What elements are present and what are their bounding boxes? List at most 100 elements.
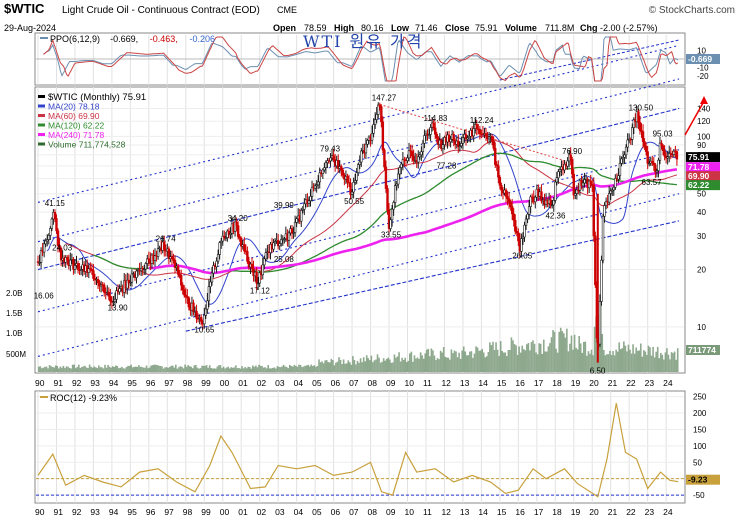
price-bar-body — [497, 165, 500, 178]
price-bar-body — [526, 213, 529, 220]
volume-bar — [145, 365, 148, 372]
ppo-last-tag: -0.669 — [688, 54, 712, 64]
price-bar-body — [558, 169, 562, 172]
volume-bar — [305, 365, 308, 372]
price-bar-body — [641, 131, 645, 142]
volume-bar — [238, 368, 240, 372]
price-annotation: 42.36 — [545, 211, 566, 220]
volume-bar — [335, 362, 337, 372]
price-bar-body — [604, 201, 608, 206]
volume-bar — [469, 351, 471, 372]
volume-bar — [176, 368, 179, 372]
x-tick-label: 91 — [53, 507, 63, 517]
volume-bar — [513, 344, 516, 372]
price-annotation: 95.03 — [653, 130, 674, 139]
volume-bar — [110, 367, 112, 372]
volume-bar — [546, 351, 548, 372]
price-annotation: 50.55 — [344, 197, 365, 206]
volume-bar — [390, 362, 393, 372]
x-tick-label: 12 — [441, 378, 451, 388]
price-legend-item: MA(120) 62.22 — [48, 121, 104, 131]
volume-bar — [62, 365, 65, 372]
price-bar-body — [464, 134, 468, 140]
roc-axis-tick: 200 — [693, 409, 707, 418]
price-bar-body — [233, 221, 237, 232]
volume-bar — [459, 358, 462, 372]
volume-bar — [510, 337, 513, 372]
price-bar-body — [98, 282, 101, 287]
volume-bar — [171, 365, 174, 372]
volume-bar — [267, 364, 269, 372]
volume-bar — [302, 366, 305, 372]
volume-bar — [119, 367, 122, 372]
volume-bar — [530, 342, 533, 372]
volume-bar — [484, 357, 487, 372]
volume-bar — [144, 367, 146, 372]
volume-bar — [586, 355, 588, 372]
price-bar-body — [527, 206, 531, 215]
volume-bar — [638, 350, 641, 372]
price-bar-body — [392, 202, 395, 210]
volume-bar — [595, 316, 597, 372]
volume-bar — [168, 367, 171, 372]
roc-axis-tick: 50 — [693, 458, 702, 467]
volume-bar — [490, 345, 493, 372]
x-tick-label: 10 — [404, 507, 414, 517]
price-bar-body — [172, 258, 175, 261]
price-bar-body — [146, 258, 149, 264]
volume-bar — [579, 343, 582, 372]
price-bar-body — [598, 301, 602, 345]
price-bar-body — [484, 133, 488, 137]
price-annotation: 33.55 — [381, 231, 402, 240]
volume-axis-tick: 1.5B — [6, 309, 22, 318]
price-bar-body — [340, 166, 343, 171]
high-value: 80.16 — [361, 23, 384, 33]
ppo-axis-tick: -20 — [697, 72, 709, 81]
price-bar-body — [39, 250, 43, 263]
price-bar-body — [621, 157, 625, 160]
volume-bar — [392, 362, 394, 372]
exchange-label: CME — [277, 5, 297, 15]
low-value: 71.46 — [415, 23, 438, 33]
ma-last-tag: 69.90 — [688, 171, 710, 181]
volume-bar — [76, 366, 79, 372]
volume-bar — [264, 367, 266, 372]
price-bar-body — [153, 255, 157, 261]
price-bar-body — [290, 228, 294, 234]
price-bar-body — [487, 136, 491, 140]
volume-bar — [259, 365, 262, 372]
volume-bar — [442, 347, 445, 372]
price-bar-body — [210, 272, 214, 283]
volume-bar — [501, 350, 504, 372]
close-value: 75.91 — [475, 23, 498, 33]
price-bars — [36, 102, 679, 363]
volume-bar — [519, 352, 522, 372]
x-tick-label: 19 — [571, 378, 581, 388]
volume-bar — [493, 349, 496, 372]
volume-bar — [673, 351, 676, 372]
volume-value: 711.8M — [545, 23, 574, 33]
volume-bar — [413, 355, 416, 372]
volume-bar — [328, 362, 331, 372]
volume-bar — [632, 344, 634, 372]
price-bar-body — [278, 243, 281, 247]
x-tick-label: 16 — [515, 507, 525, 517]
volume-bar — [466, 355, 468, 372]
volume-bar — [627, 344, 630, 372]
trend-channel-line — [37, 78, 680, 243]
volume-bar — [48, 365, 51, 372]
chart-date: 29-Aug-2024 — [4, 23, 56, 33]
price-annotation: 63.57 — [642, 178, 663, 187]
x-tick-label: 22 — [626, 507, 636, 517]
volume-bar — [224, 368, 226, 372]
volume-bar — [496, 349, 499, 372]
volume-bar — [395, 357, 397, 372]
volume-bar — [281, 366, 283, 372]
volume-bar — [527, 342, 530, 372]
volume-bar — [464, 351, 467, 372]
volume-bar — [583, 341, 585, 372]
volume-bar — [615, 349, 617, 372]
price-bar-body — [38, 262, 41, 264]
brand-label[interactable]: © StockCharts.com — [649, 5, 735, 16]
price-bar-body — [574, 193, 577, 196]
